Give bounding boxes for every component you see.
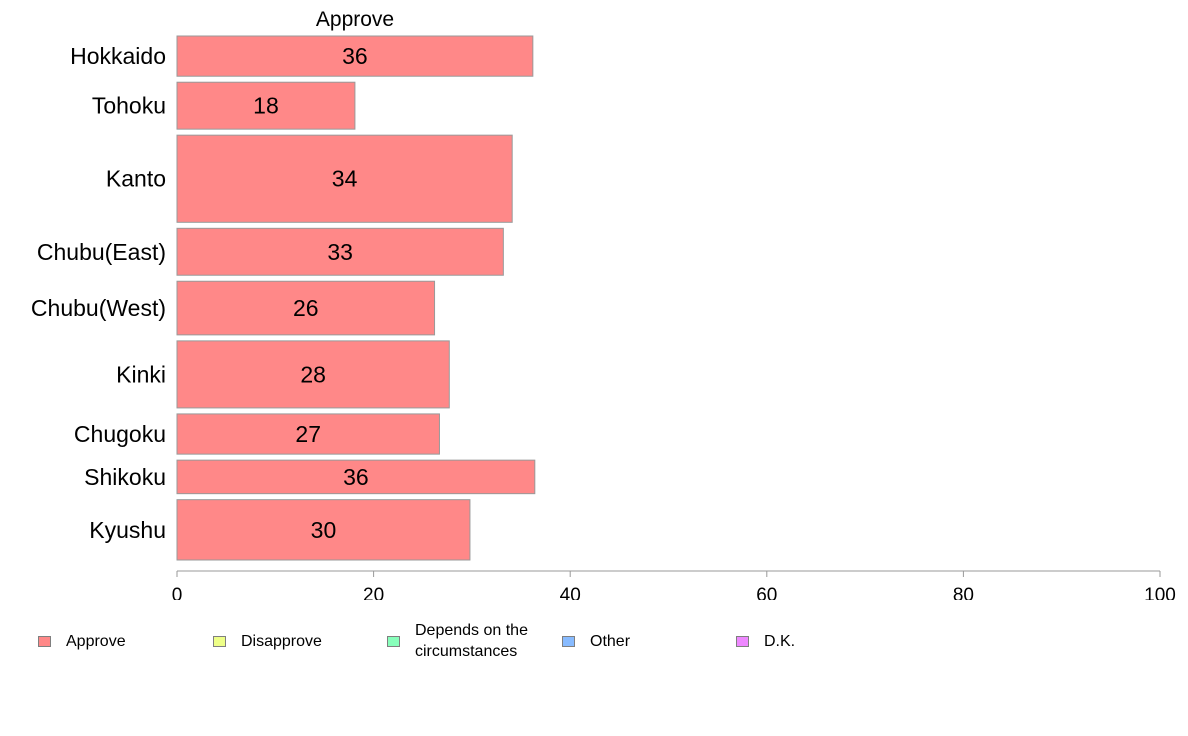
x-tick-label: 60 [756,585,777,600]
legend-item-other: Other [562,616,730,666]
category-label: Kanto [106,166,166,192]
legend-label: D.K. [764,632,796,650]
bar-value-label: 36 [343,464,369,490]
legend-label: Disapprove [241,632,322,650]
bar-chubu-west [176,280,436,336]
bar-shikoku [176,459,536,495]
legend-swatch [736,635,749,647]
legend-item-d-k: D.K. [736,616,904,666]
category-label: Hokkaido [70,43,166,69]
x-tick-label: 80 [953,585,974,600]
bar-value-label: 30 [311,517,337,543]
legend-swatch [38,635,51,647]
category-label: Chubu(West) [31,295,166,321]
bar-value-label: 28 [300,361,326,387]
bars-group: 36 Hokkaido 18 Tohoku 34 Kanto 33 Chubu(East) 26… [31,35,536,561]
x-tick-label: 40 [560,585,581,600]
category-label: Tohoku [92,93,166,119]
legend-swatch [562,635,575,647]
bar-value-label: 34 [332,166,358,192]
category-label: Chubu(East) [37,239,166,265]
legend-label: Depends on the circumstances [415,622,528,660]
bar-value-label: 26 [293,295,319,321]
bar-kyushu [176,499,471,561]
category-label: Kinki [116,361,166,387]
bar-value-label: 18 [253,93,279,119]
bar-kinki [176,340,450,409]
bar-hokkaido [176,35,534,77]
x-tick-label: 20 [363,585,384,600]
bar-value-label: 33 [327,239,353,265]
legend-swatch [387,635,400,647]
bar-tohoku [176,81,356,130]
chart-svg: Approve 36 Hokkaido 18 Tohoku 34 Kanto 33 Chubu… [31,8,1176,600]
x-tick-label: 0 [172,585,183,600]
chart-title: Approve [316,8,394,31]
bar-value-label: 27 [295,421,321,447]
legend: Approve Disapprove Depends on the circumst… [0,616,1188,672]
bar-chubu-east [176,227,504,276]
bar-kanto [176,134,513,223]
legend-swatch [213,635,226,647]
x-axis: 0 20 40 60 80 100 [172,570,1176,600]
legend-item-disapprove: Disapprove [213,616,381,666]
category-label: Chugoku [74,421,166,447]
legend-label: Approve [66,632,126,650]
bar-value-label: 36 [342,43,368,69]
category-label: Shikoku [84,464,166,490]
legend-item-depends-on-the-circumstances: Depends on the circumstances [387,616,555,666]
legend-item-approve: Approve [38,616,206,666]
bar-chugoku [176,413,440,455]
legend-label: Other [590,632,631,650]
x-tick-label: 100 [1144,585,1176,600]
category-label: Kyushu [89,517,166,543]
